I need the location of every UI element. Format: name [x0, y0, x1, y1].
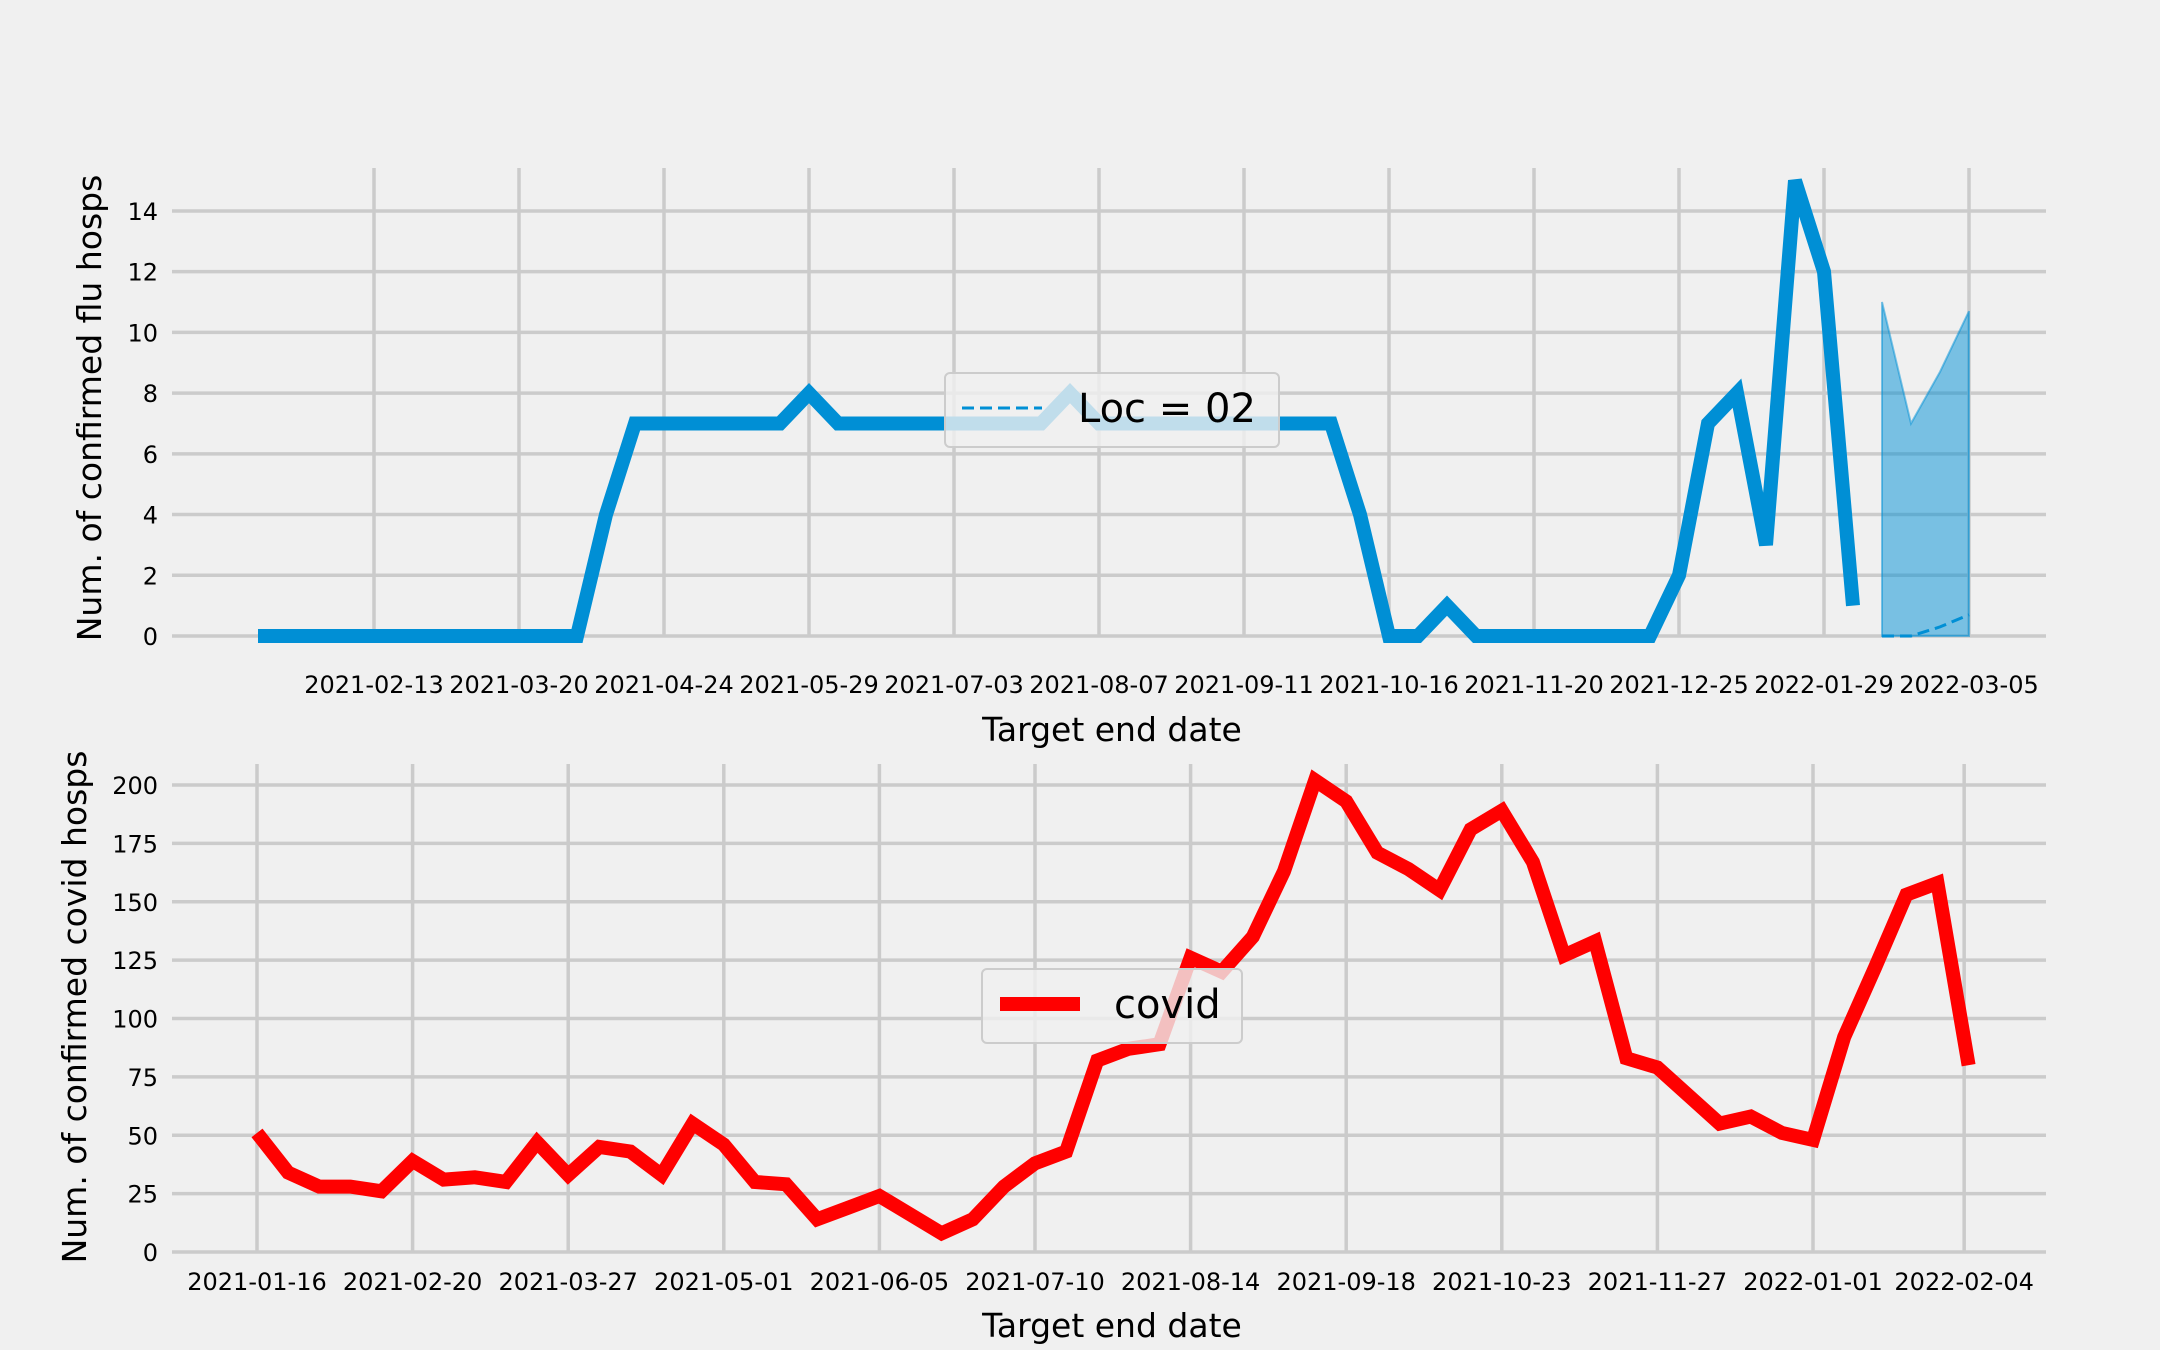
flu-legend: Loc = 02 [944, 372, 1280, 448]
x-tick-label: 2021-02-20 [343, 1268, 482, 1296]
x-tick-label: 2021-10-23 [1432, 1268, 1571, 1296]
covid-x-tick-labels: 2021-01-16 2021-02-20 2021-03-27 2021-05-01… [187, 1268, 2034, 1296]
y-tick-label: 150 [112, 889, 158, 917]
covid-grid [172, 764, 2046, 1254]
x-tick-label: 2022-03-05 [1899, 671, 2038, 699]
x-tick-label: 2022-01-29 [1754, 671, 1893, 699]
covid-y-axis-label: Num. of confirmed covid hosps [55, 751, 94, 1264]
x-tick-label: 2021-10-16 [1319, 671, 1458, 699]
x-tick-label: 2021-01-16 [187, 1268, 326, 1296]
flu-x-tick-labels: 2021-02-13 2021-03-20 2021-04-24 2021-05-29… [304, 671, 2038, 699]
flu-legend-box [944, 372, 1280, 448]
x-tick-label: 2021-07-03 [884, 671, 1023, 699]
covid-legend-label: covid [1114, 982, 1221, 1028]
x-tick-label: 2021-03-20 [449, 671, 588, 699]
x-tick-label: 2022-02-04 [1894, 1268, 2033, 1296]
x-tick-label: 2021-11-20 [1464, 671, 1603, 699]
y-tick-label: 125 [112, 947, 158, 975]
covid-chart-panel: 0 25 50 75 100 125 150 175 200 2021-01-16 2021-02… [55, 751, 2046, 1345]
x-tick-label: 2021-09-11 [1174, 671, 1313, 699]
flu-y-axis-label: Num. of confirmed flu hosps [70, 175, 109, 642]
x-tick-label: 2021-11-27 [1588, 1268, 1727, 1296]
x-tick-label: 2021-06-05 [810, 1268, 949, 1296]
y-tick-label: 2 [143, 562, 158, 590]
flu-chart-panel: 0 2 4 6 8 10 12 14 2021-02-13 2021-03-20 2021-04-… [70, 168, 2046, 749]
y-tick-label: 200 [112, 772, 158, 800]
covid-series-lines [251, 769, 1976, 1242]
y-tick-label: 175 [112, 830, 158, 858]
y-tick-label: 0 [143, 1239, 158, 1267]
x-tick-label: 2021-05-01 [654, 1268, 793, 1296]
x-tick-label: 2021-09-18 [1276, 1268, 1415, 1296]
x-tick-label: 2021-03-27 [498, 1268, 637, 1296]
x-tick-label: 2021-08-14 [1121, 1268, 1260, 1296]
flu-x-axis-label: Target end date [981, 710, 1242, 749]
x-tick-label: 2021-04-24 [594, 671, 733, 699]
x-tick-label: 2022-01-01 [1743, 1268, 1882, 1296]
y-tick-label: 4 [143, 502, 158, 530]
x-tick-label: 2021-07-10 [965, 1268, 1104, 1296]
x-tick-label: 2021-05-29 [739, 671, 878, 699]
x-tick-label: 2021-02-13 [304, 671, 443, 699]
covid-y-tick-labels: 0 25 50 75 100 125 150 175 200 [112, 772, 158, 1267]
covid-legend: covid [981, 968, 1243, 1044]
y-tick-label: 6 [143, 441, 158, 469]
y-tick-label: 100 [112, 1006, 158, 1034]
x-tick-label: 2021-12-25 [1609, 671, 1748, 699]
covid-legend-box [981, 968, 1243, 1044]
y-tick-label: 14 [127, 198, 158, 226]
forecast-median-line [1882, 613, 1970, 638]
y-tick-label: 8 [143, 380, 158, 408]
y-tick-label: 0 [143, 623, 158, 651]
covid-series-line [251, 769, 1976, 1242]
y-tick-label: 50 [127, 1122, 158, 1150]
y-tick-label: 12 [127, 259, 158, 287]
flu-y-tick-labels: 0 2 4 6 8 10 12 14 [127, 198, 158, 651]
covid-x-axis-label: Target end date [981, 1306, 1242, 1345]
y-tick-label: 25 [127, 1181, 158, 1209]
x-tick-label: 2021-08-07 [1029, 671, 1168, 699]
y-tick-label: 75 [127, 1064, 158, 1092]
y-tick-label: 10 [127, 319, 158, 347]
flu-legend-label: Loc = 02 [1078, 386, 1256, 432]
